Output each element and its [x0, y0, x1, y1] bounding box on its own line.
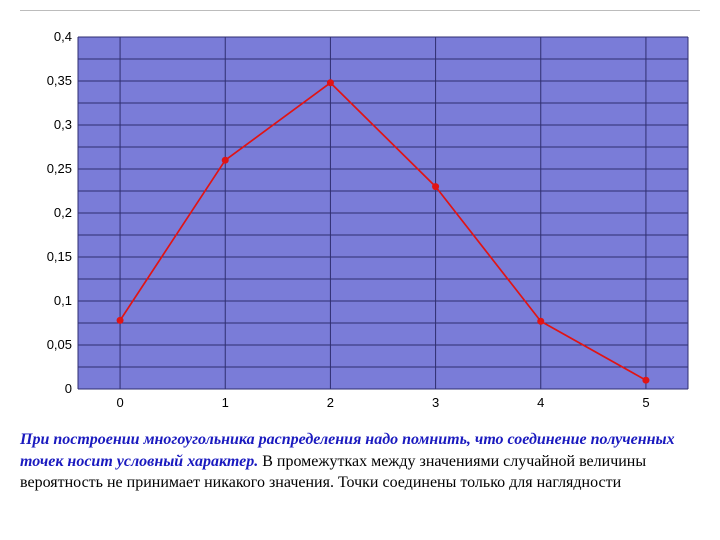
x-tick-label: 3: [432, 395, 439, 410]
series-marker: [642, 377, 649, 384]
y-tick-label: 0,35: [47, 73, 72, 88]
series-marker: [117, 317, 124, 324]
distribution-chart: 0 0,05 0,1 0,15 0,2 0,25 0,3 0,35 0,4 0 1 2 3 4 5: [20, 21, 700, 421]
top-divider: [20, 10, 700, 11]
x-tick-label: 5: [642, 395, 649, 410]
series-marker: [537, 318, 544, 325]
series-marker: [327, 79, 334, 86]
chart-caption: При построении многоугольника распределе…: [20, 429, 700, 494]
chart-svg: 0 0,05 0,1 0,15 0,2 0,25 0,3 0,35 0,4 0 1 2 3 4 5: [20, 21, 700, 421]
x-tick-label: 0: [116, 395, 123, 410]
y-tick-label: 0,4: [54, 29, 72, 44]
y-tick-label: 0,25: [47, 161, 72, 176]
y-tick-label: 0,3: [54, 117, 72, 132]
series-marker: [222, 157, 229, 164]
series-marker: [432, 183, 439, 190]
x-tick-label: 1: [222, 395, 229, 410]
y-tick-label: 0: [65, 381, 72, 396]
x-tick-label: 4: [537, 395, 544, 410]
x-tick-label: 2: [327, 395, 334, 410]
y-tick-label: 0,05: [47, 337, 72, 352]
y-tick-label: 0,15: [47, 249, 72, 264]
y-tick-label: 0,1: [54, 293, 72, 308]
y-tick-label: 0,2: [54, 205, 72, 220]
